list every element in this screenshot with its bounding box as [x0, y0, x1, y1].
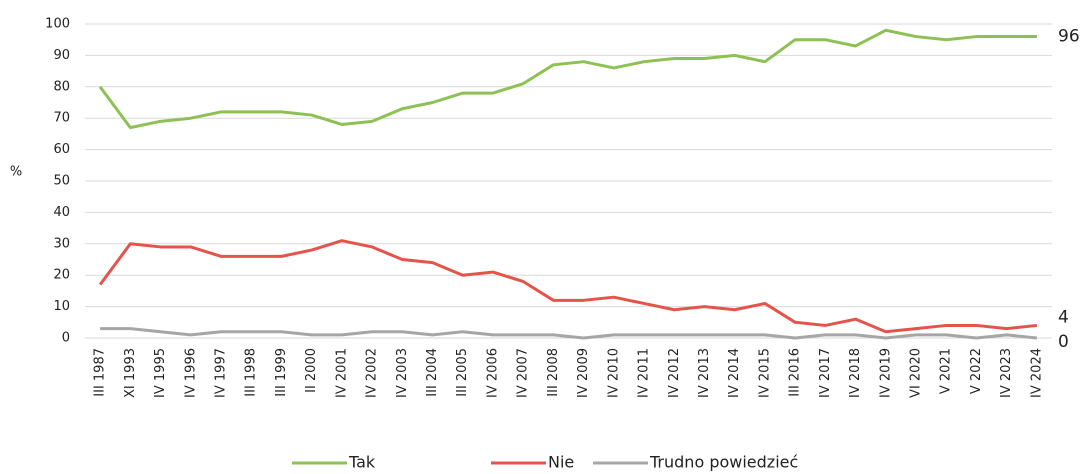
x-tick-label: IV 2011	[637, 348, 652, 398]
legend-label: Nie	[548, 453, 574, 472]
x-tick-label: IV 2003	[395, 348, 410, 398]
x-tick-label: IV 1997	[213, 348, 228, 398]
line-series	[98, 239, 1038, 334]
x-tick-label: IV 2024	[1029, 348, 1044, 398]
line-series	[98, 28, 1037, 130]
x-tick-label: IV 2002	[365, 348, 380, 398]
x-tick-label: III 2004	[425, 348, 440, 397]
x-tick-label: IV 2007	[516, 348, 531, 398]
end-label: 4	[1058, 307, 1069, 327]
x-tick-label: IV 2001	[334, 348, 349, 398]
x-tick-label: IV 2018	[848, 348, 863, 398]
x-tick-label: IV 2017	[818, 348, 833, 398]
y-tick-label: 40	[53, 205, 70, 220]
y-tick-label: 70	[53, 111, 70, 126]
y-tick-label: 60	[53, 142, 70, 157]
x-tick-label: IV 2019	[878, 348, 893, 398]
y-tick-label: 10	[53, 299, 70, 314]
y-tick-label: 50	[53, 174, 70, 189]
x-tick-label: IV 2013	[697, 348, 712, 398]
x-tick-label: III 2008	[546, 348, 561, 397]
x-tick-label: IV 2009	[576, 348, 591, 398]
x-tick-label: III 2005	[455, 348, 470, 397]
x-tick-label: III 1987	[93, 348, 108, 397]
y-tick-label: 30	[53, 236, 70, 251]
x-tick-label: IV 2010	[606, 348, 621, 398]
x-tick-label: IV 2023	[999, 348, 1014, 398]
y-tick-label: 90	[53, 48, 70, 63]
x-tick-label: IV 2015	[757, 348, 772, 398]
y-tick-label: 20	[53, 268, 70, 283]
x-tick-label: III 2016	[788, 348, 803, 397]
y-tick-label: 80	[53, 79, 70, 94]
x-tick-label: IV 2014	[727, 348, 742, 398]
y-tick-label: 100	[45, 17, 70, 32]
x-tick-label: IV 2006	[485, 348, 500, 398]
x-tick-label: V 2022	[969, 348, 984, 394]
x-tick-label: II 2000	[304, 348, 319, 393]
x-tick-label: XI 1993	[123, 348, 138, 398]
line-series	[100, 327, 1038, 340]
x-tick-label: III 1998	[244, 348, 259, 397]
legend-label: Tak	[348, 453, 376, 472]
y-tick-label: 0	[62, 331, 70, 346]
x-tick-label: IV 2012	[667, 348, 682, 398]
x-tick-label: IV 1995	[153, 348, 168, 398]
x-tick-label: VI 2020	[909, 348, 924, 398]
y-axis-label: %	[10, 165, 22, 180]
x-tick-label: IV 1996	[183, 348, 198, 398]
x-tick-label: V 2021	[939, 348, 954, 394]
end-label: 0	[1058, 332, 1069, 352]
x-tick-label: III 1999	[274, 348, 289, 397]
end-label: 96	[1058, 27, 1080, 47]
legend-label: Trudno powiedzieć	[649, 453, 798, 472]
